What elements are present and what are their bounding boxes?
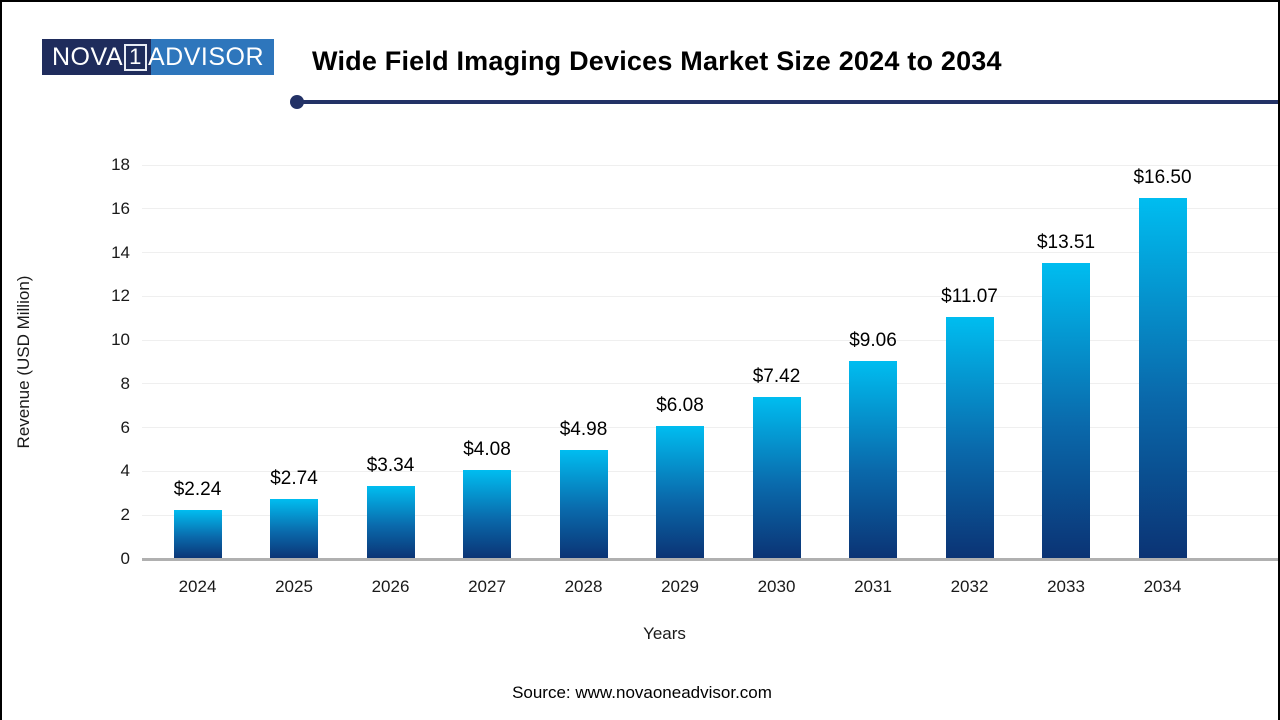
bar-2033 xyxy=(1042,263,1090,559)
x-tick-label-2027: 2027 xyxy=(468,577,506,596)
bar-value-label-2030: $7.42 xyxy=(752,365,801,387)
bar-value-label-2034: $16.50 xyxy=(1133,166,1192,188)
x-tick-label-2024: 2024 xyxy=(178,577,217,596)
bar-value-label-2028: $4.98 xyxy=(559,418,608,440)
gridline-8 xyxy=(142,383,1278,385)
source-attribution: Source: www.novaoneadvisor.com xyxy=(512,683,772,702)
gridline-18 xyxy=(142,164,1278,166)
bar-value-label-2033: $13.51 xyxy=(1036,232,1096,254)
bar-value-label-2025: $2.74 xyxy=(270,468,318,490)
y-tick-label-14: 14 xyxy=(111,242,130,262)
x-tick-label-2028: 2028 xyxy=(564,577,603,596)
x-tick-label-2029: 2029 xyxy=(661,577,699,596)
bar-value-label-2024: $2.24 xyxy=(173,478,222,500)
logo-text-nova: NOVA xyxy=(52,42,123,71)
gridline-4 xyxy=(142,470,1278,472)
gridline-16 xyxy=(142,208,1278,210)
x-tick-label-2026: 2026 xyxy=(371,577,410,596)
y-tick-label-0: 0 xyxy=(120,549,130,568)
bar-2032 xyxy=(945,316,994,559)
x-axis-line xyxy=(142,558,1278,561)
bar-value-label-2031: $9.06 xyxy=(849,329,897,351)
bar-2030 xyxy=(752,396,801,559)
bar-2028 xyxy=(559,449,608,559)
divider-line xyxy=(297,100,1278,104)
y-tick-label-2: 2 xyxy=(120,505,130,525)
bar-2027 xyxy=(463,469,511,559)
y-tick-label-8: 8 xyxy=(120,373,130,393)
bar-2031 xyxy=(849,360,897,559)
y-tick-label-12: 12 xyxy=(111,286,130,306)
x-tick-label-2031: 2031 xyxy=(854,577,892,596)
bar-2024 xyxy=(173,509,222,559)
bar-value-label-2032: $11.07 xyxy=(941,285,998,307)
chart-title: Wide Field Imaging Devices Market Size 2… xyxy=(312,46,1002,76)
bar-2025 xyxy=(270,499,318,559)
x-tick-label-2033: 2033 xyxy=(1047,577,1085,596)
gridline-2 xyxy=(142,514,1278,516)
nova-one-advisor-logo: NOVA 1 ADVISOR xyxy=(42,39,275,75)
y-tick-label-6: 6 xyxy=(120,417,130,437)
bar-value-label-2027: $4.08 xyxy=(463,438,511,460)
logo-one-badge: 1 xyxy=(124,43,147,71)
y-axis-title: Revenue (USD Million) xyxy=(14,275,33,449)
gridline-14 xyxy=(142,252,1278,254)
gridline-12 xyxy=(142,295,1278,297)
bar-2029 xyxy=(656,425,704,559)
x-tick-label-2030: 2030 xyxy=(757,577,796,596)
logo-text-advisor: ADVISOR xyxy=(148,42,265,71)
gridline-6 xyxy=(142,427,1278,429)
x-tick-label-2032: 2032 xyxy=(950,577,989,596)
bar-value-label-2029: $6.08 xyxy=(656,394,704,416)
bar-2026 xyxy=(366,485,415,559)
x-tick-label-2034: 2034 xyxy=(1143,577,1182,596)
x-axis-title: Years xyxy=(643,624,686,643)
bar-2034 xyxy=(1138,197,1187,559)
y-tick-label-16: 16 xyxy=(111,198,130,218)
gridline-10 xyxy=(142,339,1278,341)
x-tick-label-2025: 2025 xyxy=(275,577,313,596)
y-tick-label-18: 18 xyxy=(111,155,130,174)
bar-value-label-2026: $3.34 xyxy=(366,454,415,476)
y-tick-label-4: 4 xyxy=(120,461,130,481)
y-tick-label-10: 10 xyxy=(111,330,130,350)
